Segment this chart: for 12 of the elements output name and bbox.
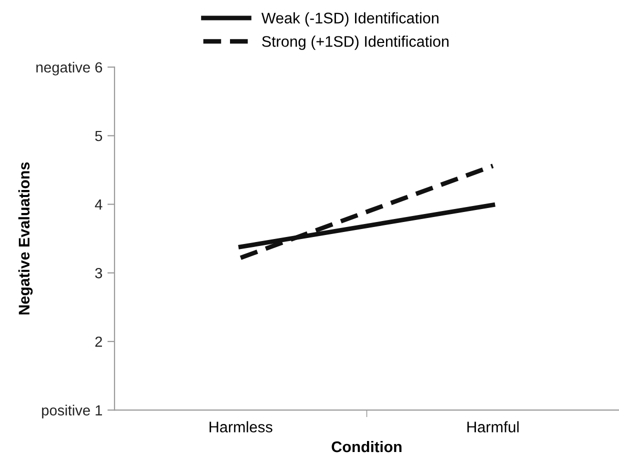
y-tick-label: 2 [95,336,102,347]
y-tick-label: positive 1 [42,404,102,418]
y-tick-label: negative 6 [36,62,102,76]
x-tick-label: Harmful [467,421,519,432]
y-tick-label: 5 [95,130,102,142]
y-tick-label: 3 [95,268,102,278]
legend-label: Weak (-1SD) Identification [261,12,438,26]
y-axis-title: Negative Evaluations [18,162,33,314]
x-axis-title: Condition [332,440,402,452]
x-tick-label: Harmless [210,421,272,432]
y-tick-label: 4 [94,200,102,210]
legend-label: Strong (+1SD) Identification [262,36,448,50]
